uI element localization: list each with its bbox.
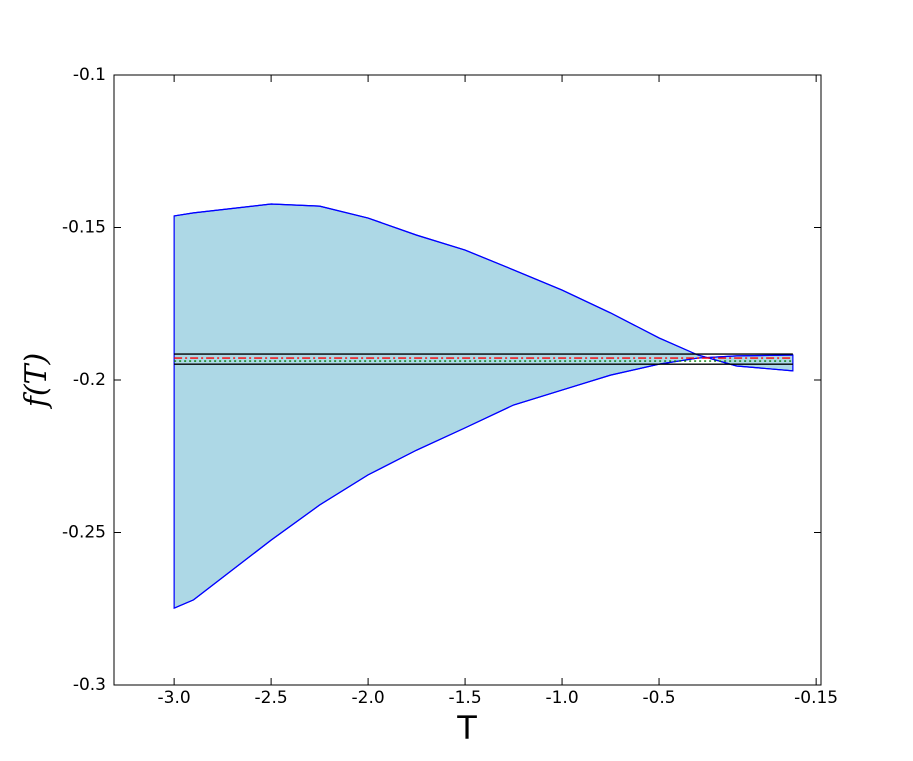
band-area <box>173 203 794 610</box>
band-edge <box>173 354 793 609</box>
y-tick-label: -0.1 <box>73 65 106 85</box>
x-tick-label: -0.5 <box>642 688 675 708</box>
x-tick-label: -2.5 <box>255 688 288 708</box>
x-tick-label: -2.0 <box>352 688 385 708</box>
band-edge <box>174 203 793 372</box>
y-tick-label: -0.3 <box>73 675 106 695</box>
y-tick-label: -0.2 <box>73 370 106 390</box>
y-tick-label: -0.15 <box>62 218 106 238</box>
x-axis-label: T <box>456 709 477 747</box>
x-tick-label: -1.0 <box>545 688 578 708</box>
x-tick-label: -1.5 <box>448 688 481 708</box>
y-tick-label: -0.25 <box>62 523 106 543</box>
x-tick-label: -0.15 <box>794 688 838 708</box>
y-axis-label: f(T) <box>19 353 54 410</box>
x-tick-label: -3.0 <box>158 688 191 708</box>
